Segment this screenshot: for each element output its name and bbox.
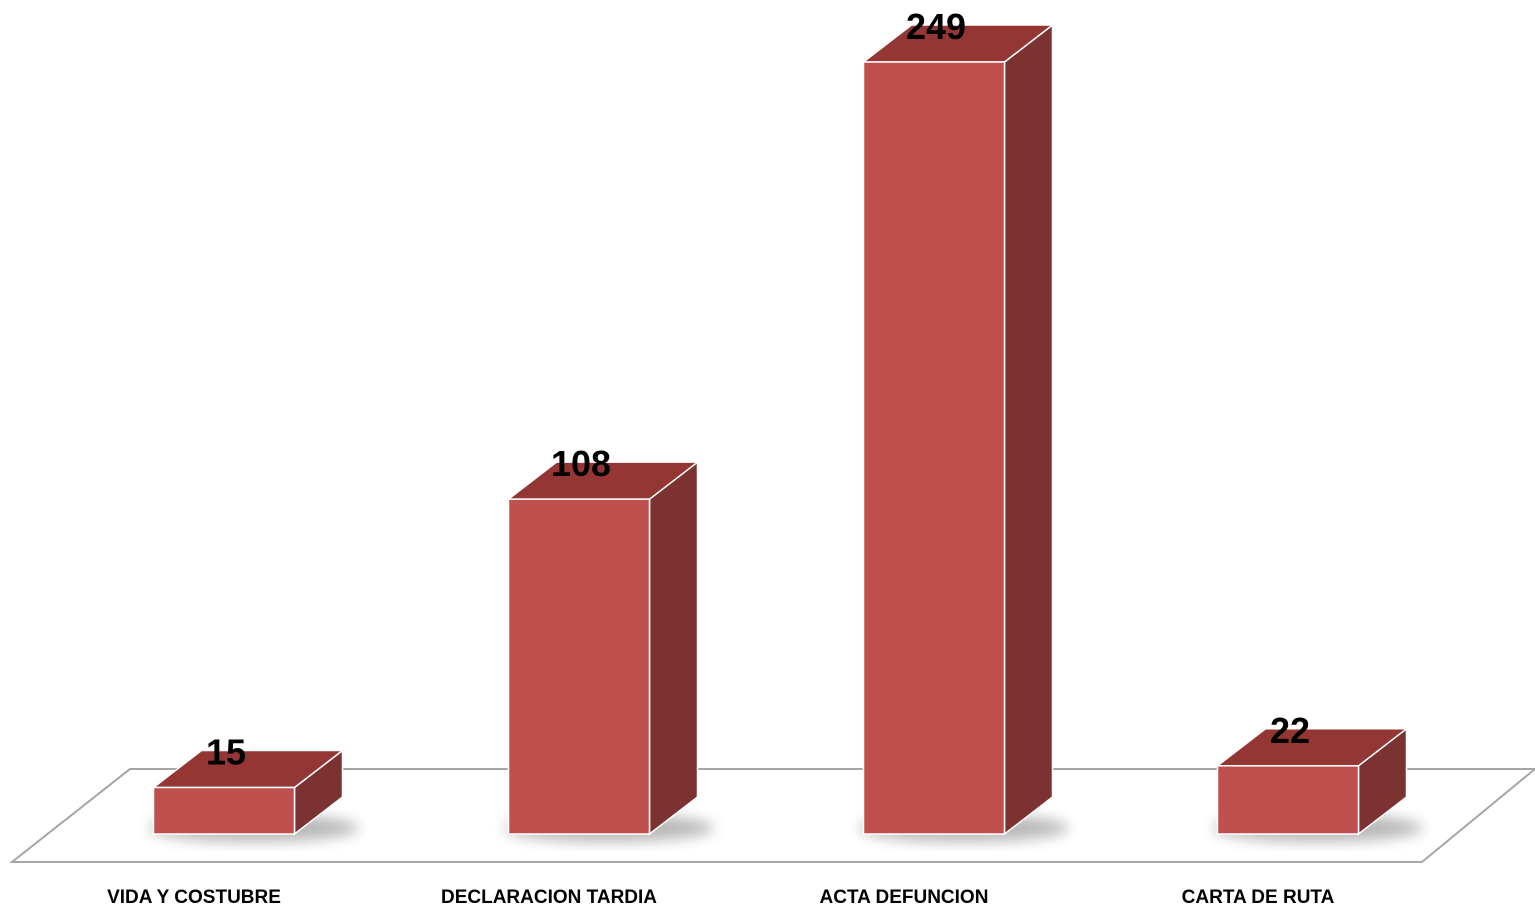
bar-front-face <box>507 498 651 835</box>
category-label: CARTA DE RUTA <box>1182 887 1335 908</box>
bars <box>151 23 1409 836</box>
bar <box>506 460 700 836</box>
bar <box>1215 727 1409 836</box>
bar-side-face <box>1003 23 1054 836</box>
data-label: 15 <box>206 731 246 772</box>
bar-side-face <box>648 460 699 836</box>
category-label: ACTA DEFUNCION <box>820 887 989 908</box>
data-label: 108 <box>551 443 611 484</box>
data-label: 249 <box>906 6 966 47</box>
bar-front-face <box>152 786 296 835</box>
bar-front-face <box>862 61 1006 835</box>
category-label: VIDA Y COSTUBRE <box>107 887 281 908</box>
bar <box>151 748 345 836</box>
chart-floor <box>9 768 1535 863</box>
data-label: 22 <box>1270 710 1310 751</box>
bar-front-face <box>1216 765 1360 835</box>
category-labels: VIDA Y COSTUBRE DECLARACION TARDIA ACTA DE… <box>107 887 1335 908</box>
category-label: DECLARACION TARDIA <box>441 887 657 908</box>
value-labels: 15 108 249 22 <box>206 6 1310 772</box>
bar <box>861 23 1055 836</box>
